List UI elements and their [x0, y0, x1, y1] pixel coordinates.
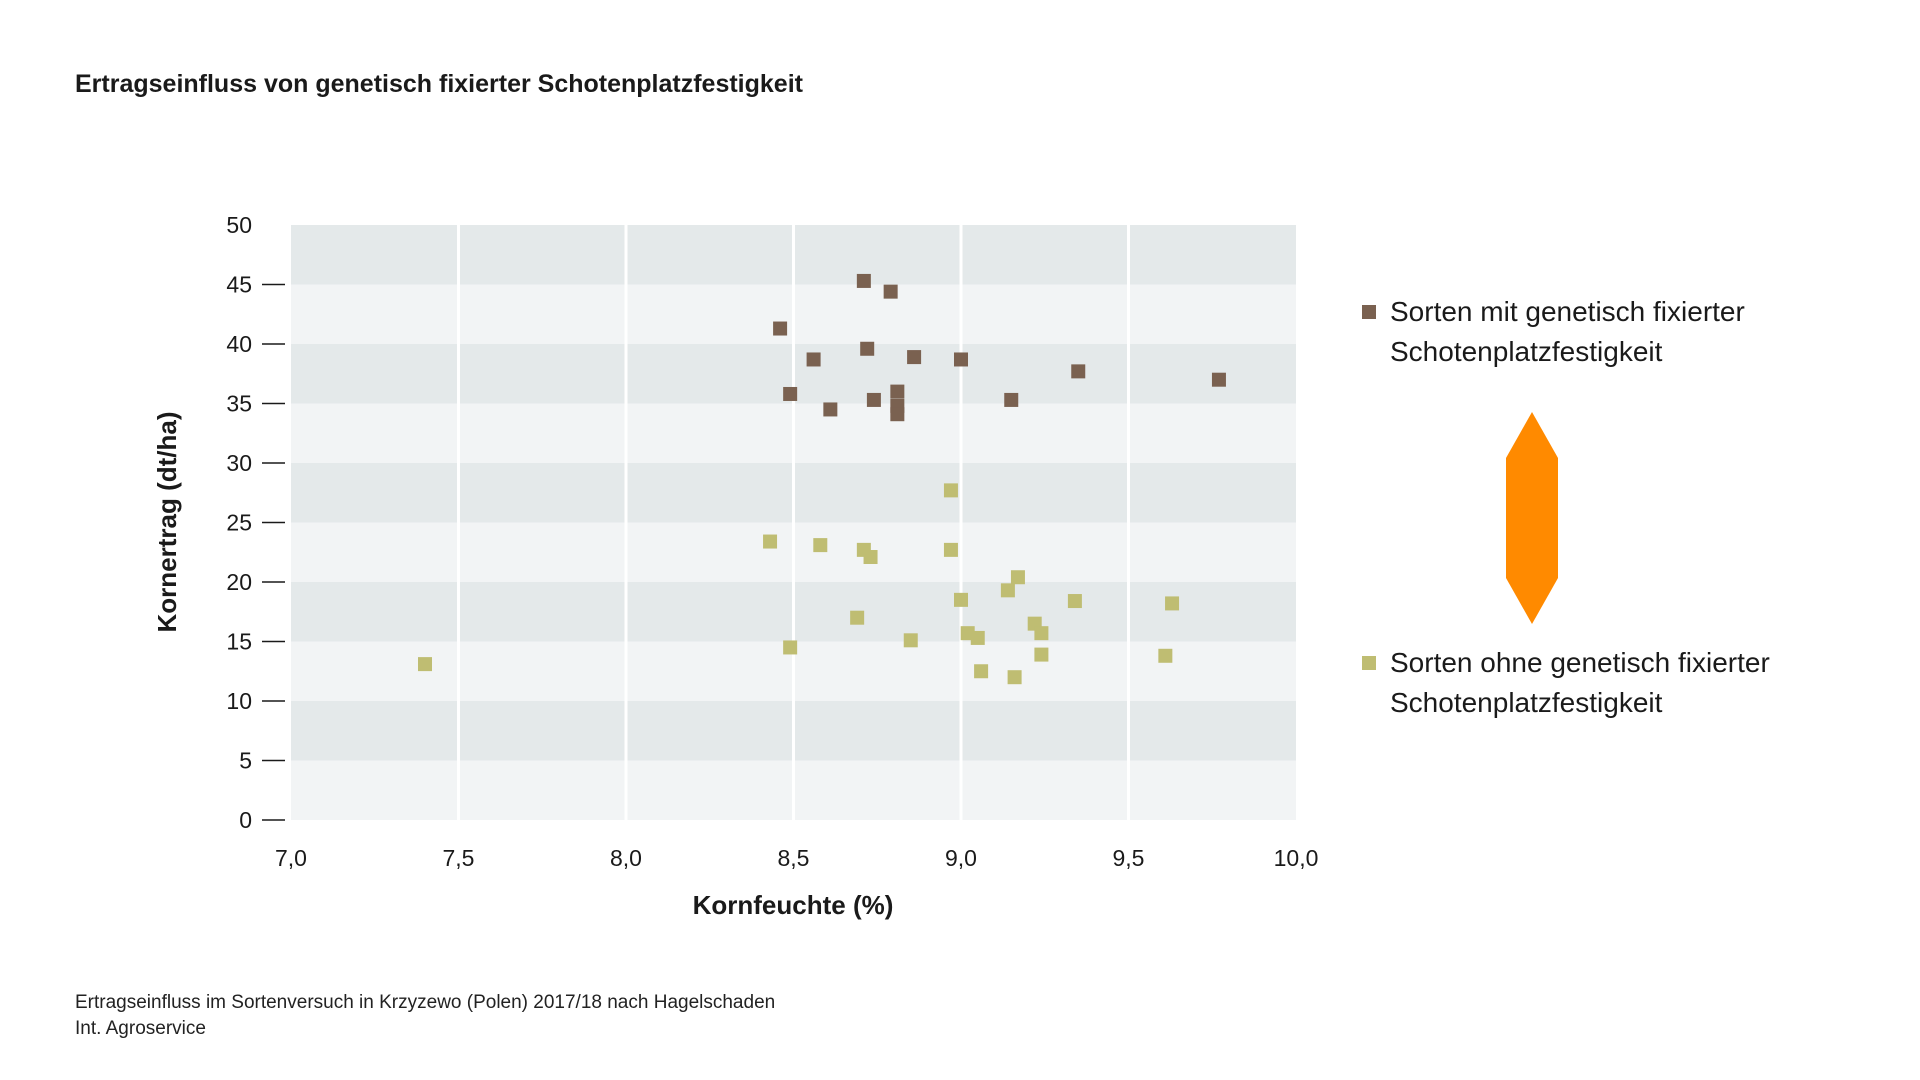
data-point-with: [823, 402, 838, 417]
x-tick-label: 7,5: [443, 845, 475, 871]
legend-item-with: Sorten mit genetisch fixierter Schotenpl…: [1362, 292, 1830, 372]
data-point-with: [883, 284, 898, 299]
y-tick-label: 25: [226, 510, 252, 536]
data-point-without: [1034, 626, 1049, 641]
x-tick-label: 9,5: [1113, 845, 1145, 871]
data-point-without: [1034, 647, 1049, 662]
data-point-with: [783, 386, 798, 401]
y-tick-label: 40: [226, 331, 252, 357]
data-point-with: [907, 350, 922, 365]
data-point-without: [813, 538, 828, 553]
data-point-without: [1158, 648, 1173, 663]
y-tick-label: 45: [226, 272, 252, 298]
data-point-with: [866, 392, 881, 407]
data-point-without: [418, 657, 432, 672]
data-point-with: [1071, 364, 1086, 379]
legend-swatch-with: [1362, 305, 1376, 319]
data-point-with: [1004, 392, 1019, 407]
data-point-with: [806, 352, 821, 367]
data-point-with: [860, 341, 875, 356]
y-tick-label: 0: [239, 807, 252, 833]
chart-title: Ertragseinfluss von genetisch fixierter …: [75, 70, 803, 98]
data-point-without: [1067, 594, 1082, 609]
data-point-without: [903, 633, 918, 648]
legend-item-without: Sorten ohne genetisch fixierter Schotenp…: [1362, 643, 1830, 723]
y-tick-label: 50: [226, 212, 252, 238]
data-point-with: [890, 384, 905, 399]
data-point-with: [890, 407, 905, 422]
y-tick-label: 5: [239, 748, 252, 774]
data-point-without: [943, 483, 958, 498]
x-tick-label: 9,0: [945, 845, 977, 871]
y-tick-label: 30: [226, 450, 252, 476]
data-point-with: [1211, 372, 1226, 387]
data-point-without: [1000, 583, 1015, 598]
y-tick-label: 10: [226, 688, 252, 714]
legend-label-without: Sorten ohne genetisch fixierter Schotenp…: [1390, 647, 1770, 718]
data-point-with: [954, 352, 968, 367]
data-point-without: [863, 550, 878, 565]
x-tick-label: 8,5: [778, 845, 810, 871]
data-point-without: [974, 664, 989, 679]
data-point-without: [763, 534, 778, 549]
x-tick-label: 8,0: [610, 845, 642, 871]
y-axis-label: Kornertrag (dt/ha): [152, 412, 182, 633]
data-point-without: [783, 640, 798, 655]
orange-double-arrow-icon: [1506, 412, 1558, 624]
y-tick-label: 15: [226, 629, 252, 655]
data-point-without: [1007, 670, 1022, 685]
footnote-source: Ertragseinfluss im Sortenversuch in Krzy…: [75, 992, 776, 1013]
data-point-without: [1165, 596, 1180, 611]
x-tick-label: 10,0: [1274, 845, 1319, 871]
data-point-without: [850, 610, 865, 625]
y-tick-label: 20: [226, 569, 252, 595]
data-point-with: [856, 273, 871, 288]
footnote-credit: Int. Agroservice: [75, 1018, 206, 1039]
data-point-without: [954, 592, 968, 607]
y-tick-label: 35: [226, 391, 252, 417]
data-point-with: [773, 321, 788, 336]
legend-label-with: Sorten mit genetisch fixierter Schotenpl…: [1390, 296, 1745, 367]
data-point-without: [943, 542, 958, 557]
legend-swatch-without: [1362, 656, 1376, 670]
footnote: Ertragseinfluss im Sortenversuch in Krzy…: [75, 990, 775, 1042]
data-point-without: [970, 630, 985, 645]
data-point-without: [1010, 570, 1025, 585]
x-tick-label: 7,0: [275, 845, 307, 871]
x-axis-label: Kornfeuchte (%): [693, 890, 894, 920]
